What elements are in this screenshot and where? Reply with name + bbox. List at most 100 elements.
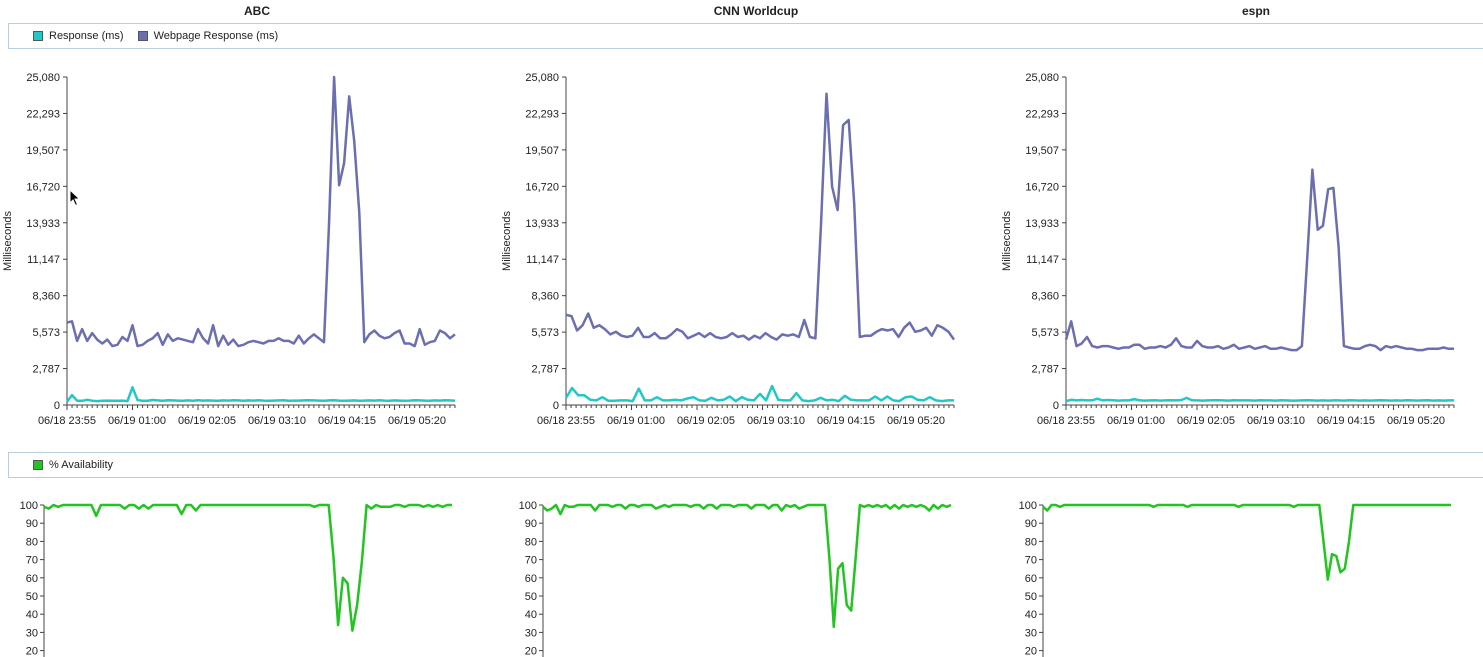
- response-chart-espn: 25,080 22,293 19,507 16,720 13,933 11,147 8,36…: [1001, 72, 1455, 427]
- response-legend: Response (ms) Webpage Response (ms): [8, 23, 1483, 49]
- y-tick-label: 20: [1025, 646, 1037, 657]
- series-line-availability: [43, 503, 452, 632]
- y-tick-label: 11,147: [27, 254, 60, 266]
- x-tick-label: 06/19 02:05: [1177, 415, 1235, 427]
- y-tick-label: 16,720: [26, 181, 60, 193]
- y-tick-label: 70: [26, 555, 38, 567]
- y-tick-label: 80: [26, 536, 38, 548]
- y-axis-label: Milliseconds: [501, 211, 513, 271]
- y-tick-label: 20: [525, 646, 537, 657]
- y-tick-label: 16,720: [1025, 181, 1059, 193]
- chart-title-espn: espn: [1241, 4, 1270, 18]
- series-line-webpage-response: [66, 75, 456, 348]
- x-tick-label: 06/19 05:20: [388, 415, 446, 427]
- y-tick-label: 50: [525, 591, 537, 603]
- legend-label-response: Response (ms): [49, 30, 124, 42]
- y-tick-label: 19,507: [1025, 145, 1059, 157]
- y-tick-label: 19,507: [525, 145, 559, 157]
- y-tick-label: 40: [1025, 609, 1037, 621]
- x-tick-label: 06/19 03:10: [1247, 415, 1305, 427]
- x-tick-label: 06/19 03:10: [747, 415, 805, 427]
- y-tick-label: 11,147: [526, 254, 559, 266]
- x-tick-label: 06/19 04:15: [1317, 415, 1375, 427]
- y-tick-label: 16,720: [525, 181, 559, 193]
- y-tick-label: 0: [54, 400, 60, 412]
- legend-label-webpage-response: Webpage Response (ms): [153, 30, 279, 42]
- y-tick-label: 30: [26, 627, 38, 639]
- chart-title-cnn-worldcup: CNN Worldcup: [713, 4, 799, 18]
- x-tick-label: 06/19 01:00: [1107, 415, 1165, 427]
- legend-item-availability[interactable]: % Availability: [33, 459, 113, 471]
- response-chart-cnn-worldcup: 25,080 22,293 19,507 16,720 13,933 11,147 8,36…: [501, 72, 956, 427]
- y-tick-label: 2,787: [1031, 364, 1059, 376]
- y-tick-label: 30: [525, 627, 537, 639]
- x-tick-label: 06/19 02:05: [178, 415, 236, 427]
- y-tick-label: 60: [525, 573, 537, 585]
- series-line-response: [66, 386, 456, 403]
- y-tick-label: 22,293: [1025, 108, 1059, 120]
- y-tick-label: 60: [26, 573, 38, 585]
- y-tick-label: 50: [1025, 591, 1037, 603]
- y-axis-label: Milliseconds: [2, 211, 14, 271]
- response-chart-abc: 25,080 22,293 19,507 16,720 13,933 11,147 8,36…: [2, 72, 456, 427]
- y-tick-label: 90: [525, 518, 537, 530]
- y-tick-label: 8,360: [531, 291, 559, 303]
- y-tick-label: 30: [1025, 627, 1037, 639]
- x-tick-label: 06/19 04:15: [817, 415, 875, 427]
- series-line-webpage-response: [565, 92, 956, 341]
- x-tick-label: 06/19 01:00: [607, 415, 665, 427]
- y-tick-label: 19,507: [26, 145, 60, 157]
- y-tick-label: 25,080: [525, 72, 559, 84]
- series-line-webpage-response: [1064, 168, 1454, 352]
- y-tick-label: 0: [553, 400, 559, 412]
- y-tick-label: 13,933: [1025, 218, 1059, 230]
- legend-swatch-availability: [33, 460, 43, 470]
- y-tick-label: 22,293: [525, 108, 559, 120]
- y-tick-label: 5,573: [531, 327, 559, 339]
- series-line-availability: [1042, 503, 1451, 581]
- x-tick-label: 06/19 01:00: [108, 415, 166, 427]
- y-tick-label: 80: [1025, 536, 1037, 548]
- x-tick-label: 06/19 02:05: [677, 415, 735, 427]
- y-tick-label: 50: [26, 591, 38, 603]
- x-tick-label: 06/19 03:10: [248, 415, 306, 427]
- y-tick-label: 90: [26, 518, 38, 530]
- y-tick-label: 40: [26, 609, 38, 621]
- legend-item-response[interactable]: Response (ms): [33, 30, 124, 42]
- y-axis-label: Milliseconds: [1001, 211, 1013, 271]
- y-tick-label: 13,933: [525, 218, 559, 230]
- availability-legend: % Availability: [8, 452, 1483, 478]
- legend-swatch-response: [33, 31, 43, 41]
- chart-title-abc: ABC: [244, 4, 270, 18]
- y-tick-label: 25,080: [1025, 72, 1059, 84]
- series-line-response: [564, 384, 954, 403]
- x-tick-label: 06/18 23:55: [1037, 415, 1095, 427]
- y-tick-label: 100: [519, 500, 537, 512]
- y-tick-label: 70: [525, 555, 537, 567]
- y-tick-label: 22,293: [26, 108, 60, 120]
- y-tick-label: 20: [26, 646, 38, 657]
- y-tick-label: 2,787: [32, 364, 60, 376]
- y-tick-label: 0: [1053, 400, 1059, 412]
- series-line-response: [1065, 396, 1454, 403]
- y-tick-label: 25,080: [26, 72, 60, 84]
- y-tick-label: 60: [1025, 573, 1037, 585]
- y-tick-label: 90: [1025, 518, 1037, 530]
- y-tick-label: 5,573: [1031, 327, 1059, 339]
- y-tick-label: 40: [525, 609, 537, 621]
- series-line-availability: [542, 503, 952, 629]
- y-tick-label: 100: [20, 500, 38, 512]
- y-tick-label: 13,933: [26, 218, 60, 230]
- x-tick-label: 06/19 05:20: [887, 415, 945, 427]
- x-tick-label: 06/18 23:55: [38, 415, 96, 427]
- legend-item-webpage-response[interactable]: Webpage Response (ms): [137, 30, 279, 42]
- x-tick-label: 06/19 04:15: [318, 415, 376, 427]
- mouse-cursor-icon: [69, 189, 81, 207]
- y-tick-label: 100: [1019, 500, 1037, 512]
- legend-label-availability: % Availability: [49, 459, 113, 471]
- y-tick-label: 80: [525, 536, 537, 548]
- y-tick-label: 8,360: [1031, 291, 1059, 303]
